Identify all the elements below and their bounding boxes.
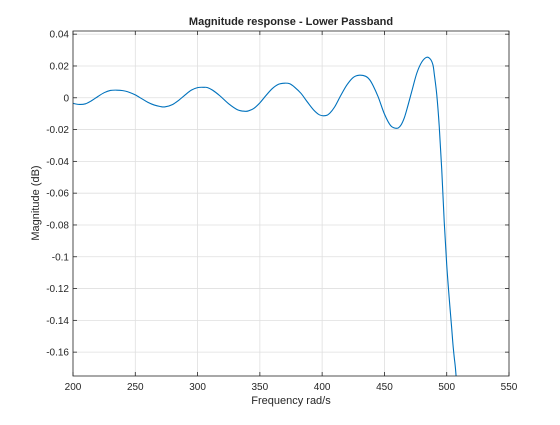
- x-tick-label: 350: [252, 382, 269, 393]
- y-tick-label: 0: [63, 93, 69, 104]
- x-tick-label: 300: [189, 382, 206, 393]
- axes-box: [72, 30, 510, 377]
- x-tick-label: 500: [438, 382, 455, 393]
- y-axis-label: Magnitude (dB): [30, 165, 42, 240]
- tick-marks: [72, 31, 510, 376]
- x-tick-label: 400: [314, 382, 331, 393]
- y-tick-label: -0.02: [46, 125, 69, 136]
- x-tick-label: 200: [65, 382, 82, 393]
- y-tick-label: -0.16: [46, 348, 69, 359]
- series-layer: [73, 56, 457, 376]
- y-tick-labels: 0.04 0.02 0 -0.02 -0.04 -0.06 -0.08 -0.1 -0.12 -0…: [46, 30, 69, 359]
- y-tick-label: -0.06: [46, 189, 69, 200]
- y-tick-label: -0.1: [52, 252, 70, 263]
- y-tick-label: -0.14: [46, 316, 69, 327]
- y-tick-label: -0.08: [46, 220, 69, 231]
- x-tick-label: 550: [501, 382, 518, 393]
- y-tick-label: -0.04: [46, 157, 69, 168]
- x-tick-label: 450: [376, 382, 393, 393]
- x-tick-label: 250: [127, 382, 144, 393]
- x-axis-label: Frequency rad/s: [251, 395, 331, 407]
- x-tick-labels: 200 250 300 350 400 450 500 550: [65, 382, 518, 393]
- y-tick-label: -0.12: [46, 284, 69, 295]
- magnitude-series-line: [73, 56, 457, 376]
- y-tick-label: 0.02: [50, 61, 70, 72]
- y-tick-label: 0.04: [50, 30, 70, 41]
- chart-title: Magnitude response - Lower Passband: [189, 16, 393, 28]
